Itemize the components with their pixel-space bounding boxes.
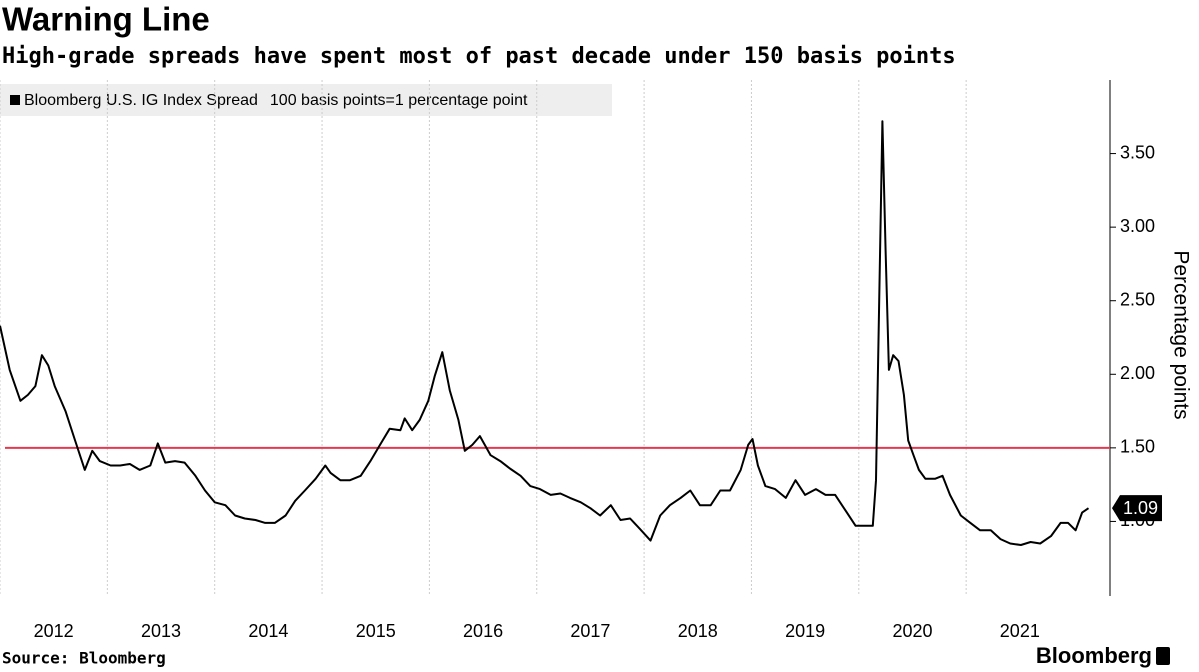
x-tick-label: 2021 — [1000, 621, 1040, 641]
y-tick-label: 2.00 — [1120, 363, 1155, 383]
x-tick-label: 2016 — [463, 621, 503, 641]
brand-icon — [1156, 647, 1170, 665]
last-value-box — [1112, 495, 1162, 522]
legend-box — [0, 84, 612, 116]
x-tick-label: 2012 — [34, 621, 74, 641]
y-tick-label: 3.00 — [1120, 216, 1155, 236]
y-tick-label: 3.50 — [1120, 142, 1155, 162]
last-value-label: 1.09 — [1123, 498, 1158, 518]
x-tick-label: 2018 — [678, 621, 718, 641]
y-axis-label: Percentage points — [1169, 250, 1192, 419]
x-tick-label: 2020 — [892, 621, 932, 641]
legend-entry: Bloomberg U.S. IG Index Spread — [24, 92, 258, 109]
x-tick-label: 2014 — [248, 621, 288, 641]
y-tick-label: 2.50 — [1120, 289, 1155, 309]
chart-subtitle: High-grade spreads have spent most of pa… — [2, 44, 956, 69]
legend-note: 100 basis points=1 percentage point — [270, 92, 528, 109]
y-tick-label: 1.50 — [1120, 437, 1155, 457]
source: Source: Bloomberg — [2, 649, 166, 668]
brand: Bloomberg — [1036, 643, 1152, 668]
data-line — [0, 120, 1090, 546]
x-tick-label: 2013 — [141, 621, 181, 641]
x-tick-label: 2017 — [570, 621, 610, 641]
x-tick-label: 2015 — [356, 621, 396, 641]
legend-swatch — [10, 95, 20, 105]
chart-title: Warning Line — [2, 1, 210, 38]
x-tick-label: 2019 — [785, 621, 825, 641]
